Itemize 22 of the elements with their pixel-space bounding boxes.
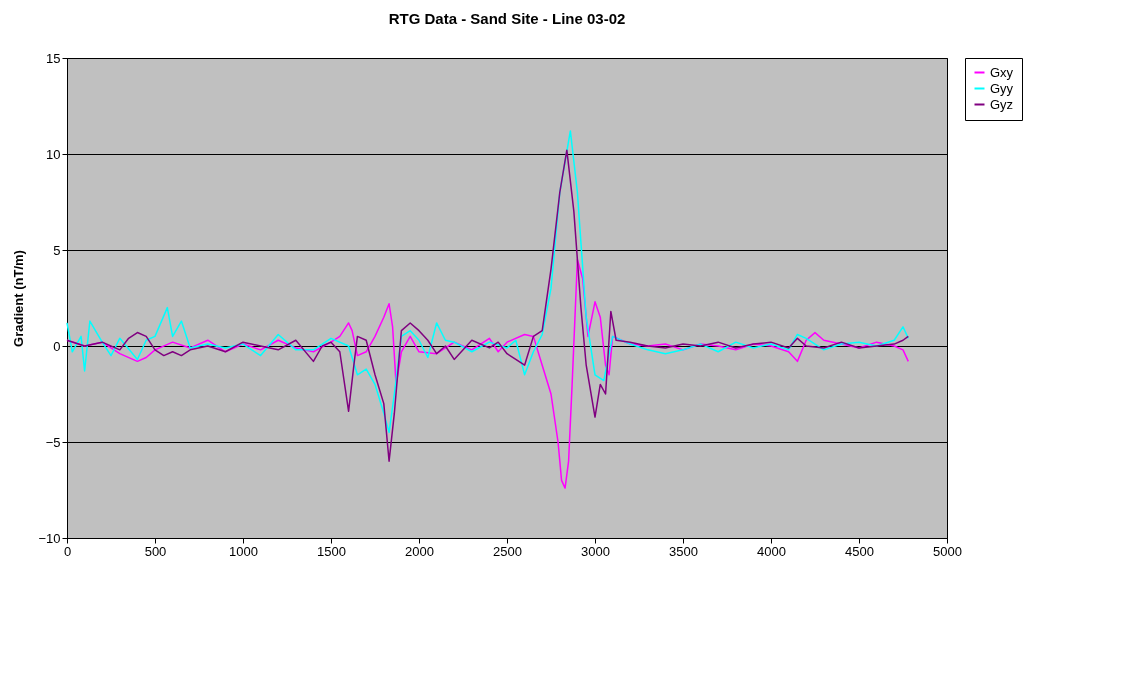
y-tick-label: 0	[53, 338, 61, 354]
y-tick-label: 5	[53, 242, 61, 258]
x-tick-label: 3000	[581, 543, 610, 559]
legend-label: Gyy	[990, 80, 1014, 96]
chart-title: RTG Data - Sand Site - Line 03-02	[388, 10, 626, 27]
x-tick-label: 5000	[933, 543, 962, 559]
y-tick-label: −10	[38, 530, 61, 546]
x-tick-label: 1500	[317, 543, 346, 559]
x-tick-label: 0	[63, 543, 72, 559]
x-tick-label: 3500	[669, 543, 698, 559]
x-tick-label: 500	[144, 543, 167, 559]
x-tick-label: 2000	[405, 543, 434, 559]
x-tick-label: 2500	[493, 543, 522, 559]
y-axis-title: Gradient (nT/m)	[11, 250, 27, 347]
x-tick-label: 1000	[229, 543, 258, 559]
legend-label: Gyz	[990, 96, 1014, 112]
y-tick-label: 15	[46, 50, 61, 66]
y-tick-label: 10	[46, 146, 61, 162]
x-tick-label: 4000	[757, 543, 786, 559]
y-tick-label: −5	[45, 434, 61, 450]
legend-label: Gxy	[990, 64, 1014, 80]
x-tick-label: 4500	[845, 543, 874, 559]
